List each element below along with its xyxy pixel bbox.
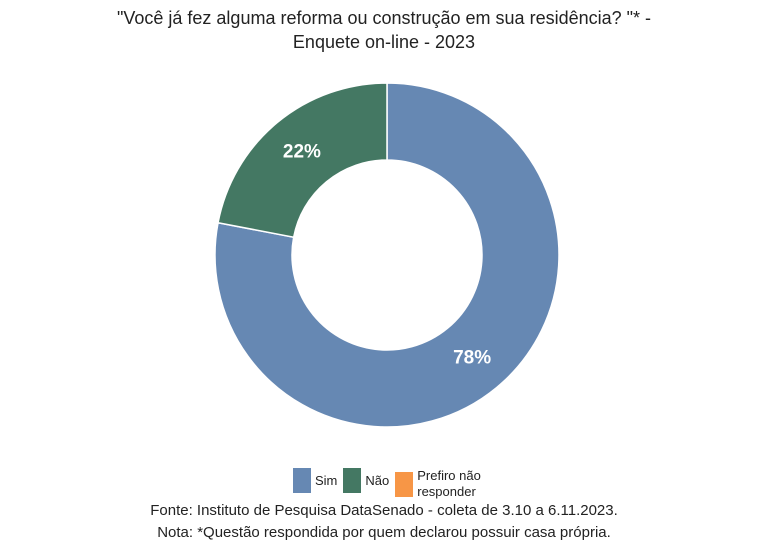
legend-label-nao: Não (365, 473, 390, 488)
data-label-n-o: 22% (283, 142, 321, 163)
footnote: Nota: *Questão respondida por quem decla… (157, 524, 611, 541)
legend-item-sim: Sim (293, 468, 337, 493)
legend-item-nao: Não (343, 468, 389, 493)
legend-swatch-sim (293, 468, 311, 493)
source-note: Fonte: Instituto de Pesquisa DataSenado … (150, 502, 618, 519)
legend: Sim Não Prefiro não responder (293, 468, 495, 500)
donut-slice-sim (214, 82, 560, 428)
legend-swatch-nao (343, 468, 362, 493)
legend-label-sim: Sim (315, 473, 338, 488)
legend-label-prefiro-nao-responder: Prefiro não responder (417, 468, 481, 499)
legend-item-prefiro-nao-responder: Prefiro não responder (395, 468, 489, 500)
legend-swatch-prefiro-nao-responder (395, 471, 414, 497)
chart-title: "Você já fez alguma reforma ou construçã… (116, 8, 652, 52)
data-label-sim: 78% (453, 347, 491, 368)
donut-slice-n-o (217, 82, 388, 239)
footer: Fonte: Instituto de Pesquisa DataSenado … (84, 500, 684, 544)
donut-chart: 78% 22% (214, 82, 560, 428)
